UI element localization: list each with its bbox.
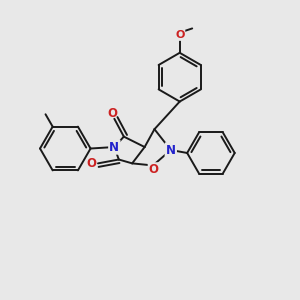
Text: O: O xyxy=(175,30,184,40)
Text: O: O xyxy=(107,107,117,120)
Text: N: N xyxy=(109,140,119,154)
Text: O: O xyxy=(149,164,159,176)
Text: N: N xyxy=(166,143,176,157)
Text: O: O xyxy=(86,157,96,170)
